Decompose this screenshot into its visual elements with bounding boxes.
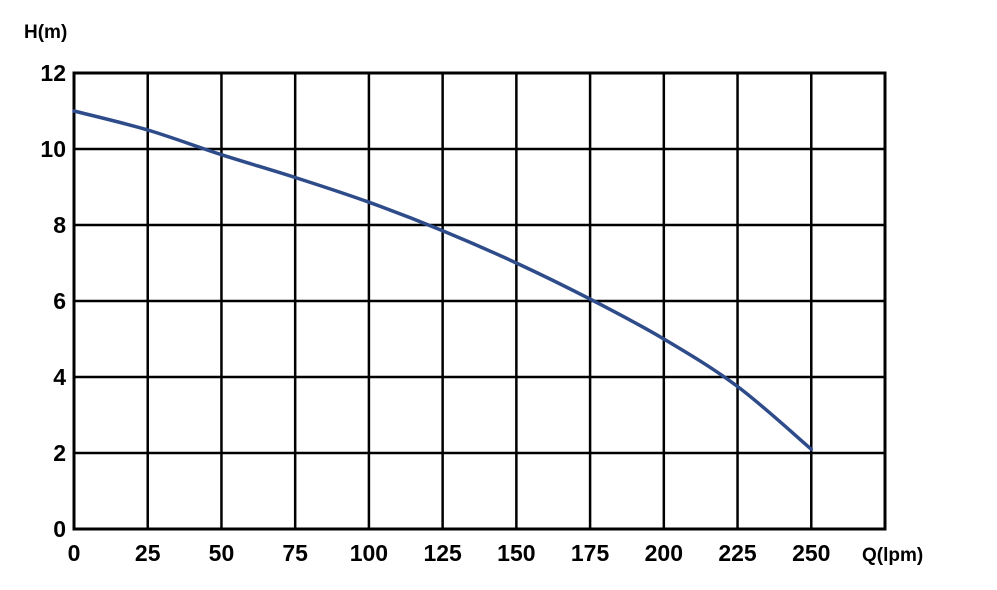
plot-frame [72,71,887,531]
x-tick-label: 100 [350,540,388,566]
series-line-head [72,109,814,451]
x-tick-label: 250 [792,540,830,566]
y-axis-ticks: 0 2 4 6 8 10 12 [40,60,66,542]
y-tick-label: 4 [53,364,66,390]
x-tick-label: 0 [68,540,81,566]
y-tick-label: 8 [53,212,66,238]
x-tick-label: 175 [571,540,610,566]
y-tick-label: 6 [53,288,66,314]
grid [74,73,885,529]
x-tick-label: 75 [282,540,308,566]
x-tick-label: 50 [209,540,235,566]
x-tick-label: 25 [135,540,161,566]
series-layer [72,109,814,451]
y-tick-label: 2 [53,440,66,466]
x-axis-ticks: 0 25 50 75 100 125 150 175 200 225 250 [68,540,831,566]
x-tick-label: 225 [718,540,757,566]
y-axis-label: H(m) [24,22,67,43]
plot-border [72,71,887,531]
x-tick-label: 125 [423,540,462,566]
x-tick-label: 200 [645,540,683,566]
y-tick-label: 10 [40,136,66,162]
x-axis-label: Q(lpm) [862,545,923,566]
y-tick-label: 12 [40,60,66,86]
x-tick-label: 150 [497,540,535,566]
y-tick-label: 0 [53,516,66,542]
